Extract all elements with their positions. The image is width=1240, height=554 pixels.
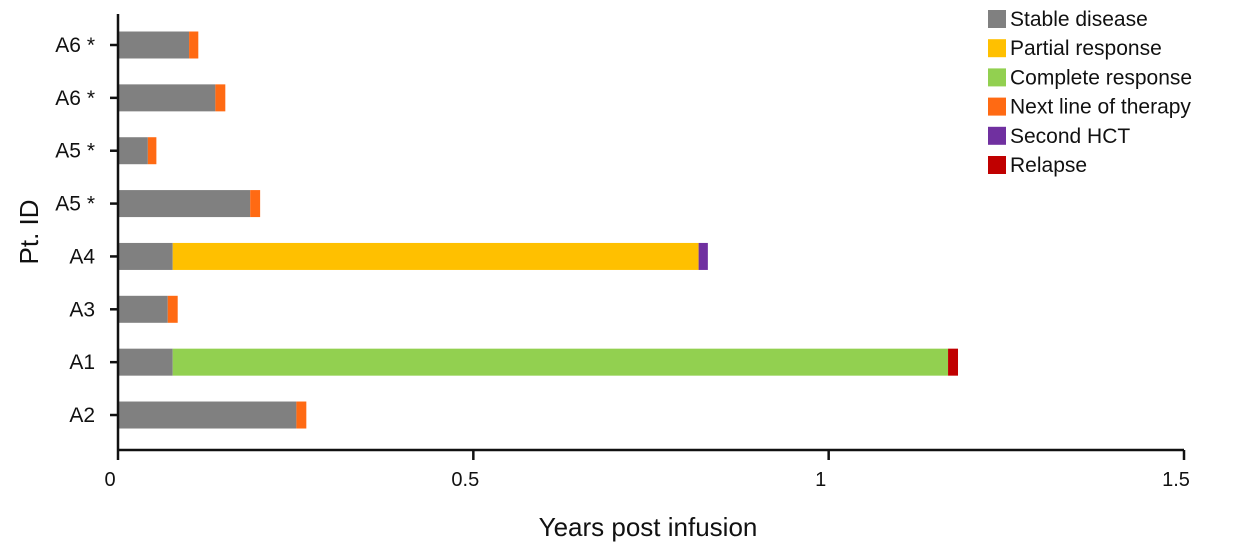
category-label: A1 <box>69 351 95 374</box>
category-label: A4 <box>69 245 95 268</box>
category-labels: A6 * A6 * A5 * A5 * A4 A3 A1 A2 <box>55 34 118 427</box>
bar-segment-1-2 <box>189 31 199 59</box>
bar-segment-7-3 <box>948 348 959 376</box>
ticks-layer: 0 0.5 1 1.5 <box>104 450 1190 491</box>
bar-segment-4-1 <box>118 190 251 218</box>
bar-segment-5-1 <box>118 242 173 270</box>
x-tick-label: 1.5 <box>1162 469 1190 491</box>
bar-segment-3-2 <box>147 137 157 165</box>
bar-segment-2-2 <box>215 84 226 112</box>
legend-swatch <box>988 156 1006 174</box>
bar-segment-1-1 <box>118 31 190 59</box>
bar-segment-4-2 <box>250 190 261 218</box>
legend-swatch <box>988 126 1006 145</box>
bar-segment-8-1 <box>118 401 297 429</box>
legend-swatch <box>988 10 1006 28</box>
y-axis-title: Pt. ID <box>14 199 44 264</box>
legend-label: Partial response <box>1010 37 1162 60</box>
bar-segment-7-1 <box>118 348 173 376</box>
legend-swatch <box>988 68 1006 87</box>
bar-segment-8-2 <box>296 401 307 429</box>
category-label: A3 <box>69 298 95 321</box>
legend-label: Next line of therapy <box>1010 96 1191 119</box>
bar-segment-6-1 <box>118 295 168 323</box>
legend-label: Second HCT <box>1010 125 1130 148</box>
legend-label: Stable disease <box>1010 8 1148 31</box>
x-tick-label: 0 <box>104 469 115 491</box>
category-label: A5 * <box>55 140 95 163</box>
category-label: A5 * <box>55 193 95 216</box>
bar-segment-6-2 <box>167 295 178 323</box>
bars-layer <box>118 31 959 429</box>
bar-segment-3-1 <box>118 137 148 165</box>
category-label: A6 * <box>55 34 95 57</box>
bar-segment-7-2 <box>172 348 949 376</box>
legend-label: Relapse <box>1010 154 1087 177</box>
legend: Stable disease Partial response Complete r… <box>988 8 1192 177</box>
category-label: A6 * <box>55 87 95 110</box>
legend-label: Complete response <box>1010 66 1192 89</box>
category-label: A2 <box>69 404 95 427</box>
legend-swatch <box>988 97 1006 116</box>
bar-segment-2-1 <box>118 84 216 112</box>
bar-segment-5-2 <box>172 242 699 270</box>
x-axis-title: Years post infusion <box>539 512 758 542</box>
axes-layer <box>116 14 1184 452</box>
legend-swatch <box>988 39 1006 58</box>
x-tick-label: 1 <box>815 469 826 491</box>
bar-segment-5-3 <box>698 242 708 270</box>
x-tick-label: 0.5 <box>451 469 479 491</box>
